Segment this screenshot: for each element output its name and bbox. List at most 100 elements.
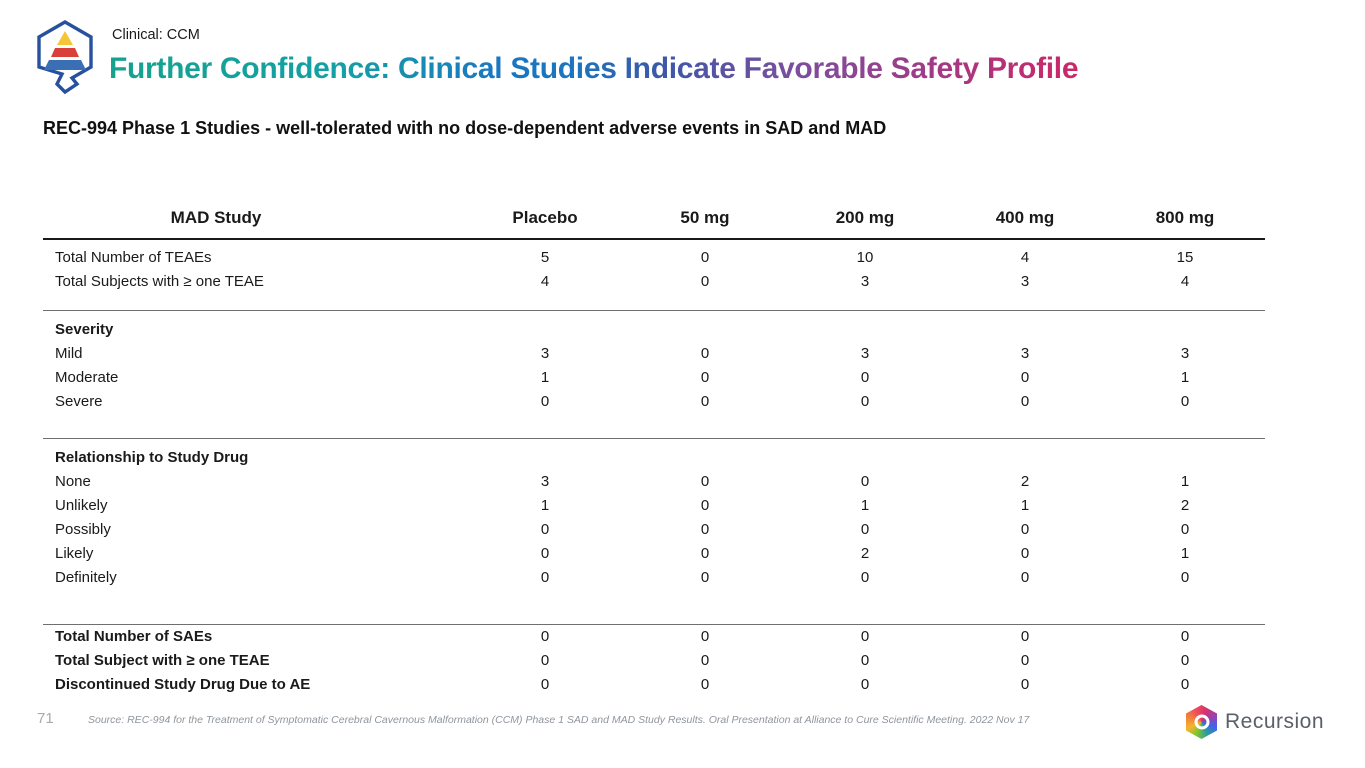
table-row: Definitely 0 0 0 0 0 <box>43 566 1265 625</box>
cell-value: 0 <box>1020 676 1030 693</box>
column-header: Placebo <box>465 202 625 240</box>
row-label: Unlikely <box>55 497 108 514</box>
cell-value: 0 <box>1020 369 1030 386</box>
cell-value: 0 <box>540 521 550 538</box>
cell-value: 0 <box>1180 521 1190 538</box>
cell-value: 2 <box>860 545 870 562</box>
row-label: Total Subjects with ≥ one TEAE <box>55 273 264 290</box>
column-header: 400 mg <box>945 202 1105 240</box>
section-header-label: Relationship to Study Drug <box>55 449 249 466</box>
cell-value: 3 <box>1020 345 1030 362</box>
cell-value: 0 <box>700 473 710 490</box>
cell-value: 4 <box>1020 249 1030 266</box>
cell-value: 0 <box>540 628 550 645</box>
cell-value: 2 <box>1020 473 1030 490</box>
row-label: Total Number of TEAEs <box>55 249 212 266</box>
cell-value: 0 <box>700 628 710 645</box>
cell-value: 4 <box>1180 273 1190 290</box>
recursion-hexagon-center <box>1194 714 1209 730</box>
table-row: Discontinued Study Drug Due to AE 0 0 0 0 0 <box>43 673 1265 697</box>
row-label: Possibly <box>55 521 111 538</box>
cell-value: 1 <box>1180 473 1190 490</box>
cell-value: 1 <box>860 497 870 514</box>
table-row: Unlikely 1 0 1 1 2 <box>43 494 1265 518</box>
alliance-hexagon-logo-icon <box>35 18 95 103</box>
column-header: 50 mg <box>625 202 785 240</box>
cell-value: 0 <box>540 676 550 693</box>
cell-value: 0 <box>1020 652 1030 669</box>
cell-value: 0 <box>1020 628 1030 645</box>
table-row: Total Number of TEAEs 5 0 10 4 15 <box>43 239 1265 270</box>
row-label: Definitely <box>55 569 117 586</box>
cell-value: 1 <box>540 497 550 514</box>
cell-value: 2 <box>1180 497 1190 514</box>
cell-value: 0 <box>700 676 710 693</box>
section-header-label: Severity <box>55 321 114 338</box>
cell-value: 3 <box>860 345 870 362</box>
cell-value: 0 <box>700 273 710 290</box>
cell-value: 1 <box>1180 369 1190 386</box>
table-section: Severity Mild 3 0 3 3 3 Moderate 1 0 0 0 1 Severe 0 0 0 0… <box>43 310 1265 439</box>
safety-table: MAD Study Placebo 50 mg 200 mg 400 mg 800 mg … <box>43 202 1265 697</box>
cell-value: 0 <box>700 393 710 410</box>
cell-value: 0 <box>1180 628 1190 645</box>
table-row: Moderate 1 0 0 0 1 <box>43 366 1265 390</box>
slide-subtitle: REC-994 Phase 1 Studies - well-tolerated… <box>43 118 887 138</box>
cell-value: 0 <box>540 393 550 410</box>
cell-value: 15 <box>1176 249 1194 266</box>
row-label: Mild <box>55 345 83 362</box>
table-row: Total Number of SAEs 0 0 0 0 0 <box>43 625 1265 650</box>
slide-title: Further Confidence: Clinical Studies Ind… <box>109 52 1079 85</box>
row-label: Moderate <box>55 369 119 386</box>
cell-value: 10 <box>856 249 874 266</box>
table-row: Mild 3 0 3 3 3 <box>43 342 1265 366</box>
cell-value: 0 <box>700 497 710 514</box>
cell-value: 0 <box>700 545 710 562</box>
cell-value: 0 <box>1020 569 1030 586</box>
cell-value: 0 <box>700 249 710 266</box>
table-row: Likely 0 0 2 0 1 <box>43 542 1265 566</box>
cell-value: 0 <box>700 569 710 586</box>
cell-value: 0 <box>540 569 550 586</box>
cell-value: 0 <box>1020 521 1030 538</box>
cell-value: 0 <box>1180 569 1190 586</box>
table-row: Total Subjects with ≥ one TEAE 4 0 3 3 4 <box>43 270 1265 311</box>
cell-value: 1 <box>540 369 550 386</box>
cell-value: 0 <box>860 473 870 490</box>
recursion-hexagon-icon <box>1186 705 1217 739</box>
table-section: Total Number of TEAEs 5 0 10 4 15 Total Subjec… <box>43 239 1265 311</box>
cell-value: 0 <box>860 369 870 386</box>
row-label: Total Number of SAEs <box>55 628 213 645</box>
cell-value: 0 <box>700 652 710 669</box>
cell-value: 1 <box>1020 497 1030 514</box>
recursion-wordmark: Recursion <box>1225 710 1325 733</box>
cell-value: 0 <box>1180 393 1190 410</box>
row-label: None <box>55 473 91 490</box>
cell-value: 3 <box>1020 273 1030 290</box>
row-label: Likely <box>55 545 94 562</box>
cell-value: 0 <box>860 393 870 410</box>
page-number: 71 <box>37 710 54 727</box>
cell-value: 3 <box>1180 345 1190 362</box>
row-label: Severe <box>55 393 103 410</box>
section-header-row: Relationship to Study Drug <box>43 439 1265 471</box>
cell-value: 0 <box>540 652 550 669</box>
eyebrow-label: Clinical: CCM <box>112 27 200 43</box>
cell-value: 0 <box>540 545 550 562</box>
row-label: Discontinued Study Drug Due to AE <box>55 676 311 693</box>
cell-value: 0 <box>860 569 870 586</box>
cell-value: 1 <box>1180 545 1190 562</box>
column-header: MAD Study <box>43 202 465 240</box>
cell-value: 0 <box>860 628 870 645</box>
cell-value: 0 <box>860 676 870 693</box>
cell-value: 3 <box>540 345 550 362</box>
cell-value: 0 <box>700 345 710 362</box>
cell-value: 3 <box>540 473 550 490</box>
column-header: 200 mg <box>785 202 945 240</box>
cell-value: 0 <box>1180 676 1190 693</box>
cell-value: 4 <box>540 273 550 290</box>
recursion-logo: Recursion <box>1186 705 1324 739</box>
table-row: Severe 0 0 0 0 0 <box>43 390 1265 439</box>
cell-value: 0 <box>1020 545 1030 562</box>
